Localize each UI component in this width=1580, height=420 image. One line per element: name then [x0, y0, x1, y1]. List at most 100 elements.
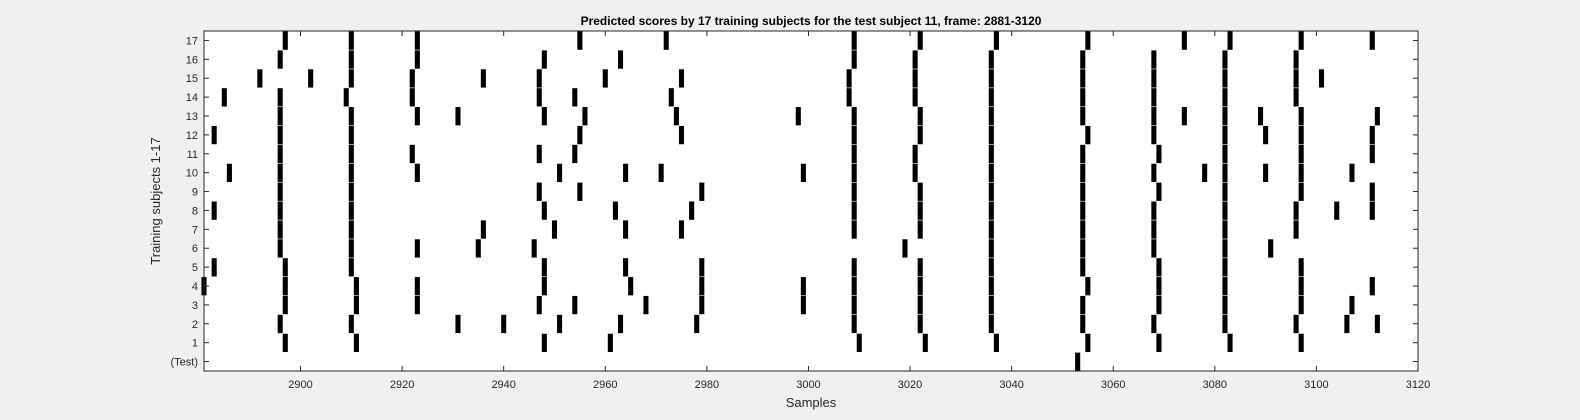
mark-row-10-x3068 — [1151, 163, 1157, 183]
plot-area — [204, 31, 1418, 371]
x-tick-label: 2900 — [288, 379, 312, 391]
y-tick-label: 13 — [186, 111, 198, 123]
mark-row-14-x3054 — [1080, 88, 1086, 107]
mark-row-15-x3036 — [988, 69, 994, 88]
mark-row-14-x2947 — [536, 88, 542, 107]
mark-row-7-x2975 — [678, 220, 685, 239]
mark-row-5-x2897 — [282, 258, 288, 277]
mark-row-2-x2910 — [348, 314, 354, 334]
mark-row-6-x2923 — [414, 239, 420, 258]
mark-row-9-x3082 — [1222, 182, 1228, 201]
mark-row-9-x2910 — [348, 182, 354, 201]
mark-row-9-x3097 — [1298, 182, 1304, 201]
mark-row-9-x3111 — [1369, 182, 1375, 201]
mark-row-11-x3009 — [851, 144, 857, 164]
mark-row-13-x3036 — [988, 107, 994, 126]
mark-row-3-x2897 — [282, 295, 288, 315]
mark-row-13-x2974 — [673, 107, 679, 126]
mark-row-16-x3068 — [1151, 50, 1157, 69]
mark-row-1-x3037 — [993, 333, 999, 353]
mark-row-12-x3097 — [1298, 125, 1304, 145]
mark-row-15-x2960 — [602, 69, 608, 88]
mark-row-8-x2962 — [612, 201, 618, 220]
mark-row-10-x2964 — [623, 163, 629, 183]
mark-row-17-x3111 — [1369, 31, 1375, 50]
mark-row-7-x3068 — [1151, 220, 1157, 239]
mark-row-4-x2965 — [628, 277, 634, 296]
mark-row-2-x3009 — [851, 314, 857, 334]
mark-row-16-x3096 — [1293, 50, 1299, 69]
mark-row-11-x2910 — [348, 144, 354, 164]
mark-row-3-x3107 — [1349, 295, 1355, 315]
mark-row-17-x3009 — [851, 31, 857, 50]
mark-row-7-x3022 — [917, 220, 923, 239]
x-tick-label: 2940 — [491, 379, 515, 391]
mark-row-8-x3054 — [1080, 201, 1086, 220]
mark-row-4-x3097 — [1298, 277, 1304, 296]
mark-row-13-x2998 — [795, 107, 801, 126]
mark-row-1-x2961 — [607, 333, 613, 353]
mark-row-15-x3008 — [846, 69, 852, 88]
mark-row-16-x2896 — [277, 50, 283, 69]
mark-row-13-x3082 — [1222, 107, 1228, 126]
mark-row-10-x2910 — [348, 163, 354, 183]
mark-row-14-x2885 — [221, 88, 227, 107]
mark-row-17-x3083 — [1227, 31, 1233, 50]
mark-row-7-x2964 — [623, 220, 629, 239]
mark-row-15-x3021 — [912, 69, 918, 88]
mark-row-14-x3082 — [1222, 88, 1228, 107]
mark-row-2-x2978 — [694, 314, 700, 334]
mark-row-7-x3082 — [1222, 220, 1228, 239]
mark-row-5-x3036 — [988, 258, 994, 277]
mark-row-1-x2911 — [353, 333, 359, 353]
y-tick-label: 9 — [192, 187, 198, 199]
mark-row-2-x3022 — [917, 314, 923, 334]
mark-row-4-x3036 — [988, 277, 994, 296]
mark-row-3-x2979 — [699, 295, 705, 315]
mark-row-6-x2946 — [531, 239, 537, 258]
mark-row-14-x3021 — [912, 88, 918, 107]
mark-row-3-x2954 — [572, 295, 578, 315]
mark-row-1-x3069 — [1156, 333, 1162, 353]
mark-row-15-x2922 — [409, 69, 415, 88]
mark-row-7-x2950 — [551, 220, 558, 239]
mark-row-12-x3009 — [851, 125, 857, 145]
mark-row-13-x2956 — [582, 107, 588, 126]
mark-row-15-x2947 — [536, 69, 542, 88]
mark-row-9-x3022 — [917, 182, 923, 201]
y-tick-label: 16 — [186, 54, 198, 66]
mark-row-10-x2886 — [226, 163, 232, 183]
mark-row-3-x3022 — [917, 295, 923, 315]
mark-row-5-x3082 — [1222, 258, 1228, 277]
mark-row-11-x2922 — [409, 144, 415, 164]
mark-row-15-x3096 — [1293, 69, 1299, 88]
mark-row-8-x3068 — [1151, 201, 1157, 220]
y-tick-label: 11 — [187, 149, 198, 161]
mark-row-2-x3082 — [1222, 314, 1228, 334]
mark-row-2-x3112 — [1374, 314, 1380, 334]
mark-row-1-x3097 — [1298, 333, 1304, 353]
mark-row-8-x2883 — [211, 201, 217, 220]
mark-row-4-x3082 — [1222, 277, 1228, 296]
mark-row-11-x3097 — [1298, 144, 1304, 164]
mark-row-14-x3096 — [1293, 88, 1299, 107]
y-tick-label: 1 — [192, 338, 198, 350]
mark-row-12-x3055 — [1085, 125, 1091, 145]
mark-row-2-x3054 — [1080, 314, 1086, 334]
mark-row-12-x2883 — [211, 125, 217, 145]
y-tick-label: 5 — [192, 262, 198, 274]
mark-row-11-x2896 — [277, 144, 283, 164]
mark-row-11-x3082 — [1222, 144, 1228, 164]
mark-row-14-x3068 — [1151, 88, 1157, 107]
y-tick-label: 10 — [186, 168, 198, 180]
mark-row-10-x3082 — [1222, 163, 1228, 183]
mark-row-6-x2935 — [475, 239, 481, 258]
mark-row-12-x3090 — [1263, 125, 1269, 145]
mark-row-13-x2931 — [455, 107, 461, 126]
mark-row-16-x2910 — [348, 50, 354, 69]
mark-row-8-x2896 — [277, 201, 283, 220]
y-tick-label: 4 — [192, 281, 198, 293]
mark-row-17-x2972 — [663, 31, 669, 50]
mark-row-12-x2896 — [277, 125, 283, 145]
mark-row-10-x2999 — [800, 163, 806, 183]
